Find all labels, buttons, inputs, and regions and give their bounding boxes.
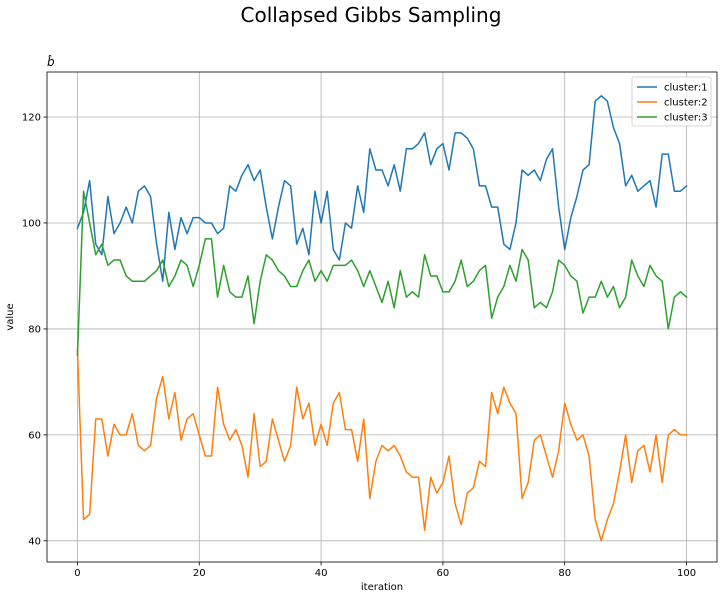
legend-label: cluster:1 [664, 83, 708, 94]
subplot-title: b̂ [47, 55, 55, 69]
legend-label: cluster:2 [664, 98, 708, 109]
plot-area [46, 71, 718, 563]
x-tick-label: 100 [677, 568, 696, 579]
axes-frame [46, 71, 718, 563]
x-axis: 0 20 40 60 80 100 [74, 562, 696, 579]
legend-label: cluster:3 [664, 113, 708, 124]
x-tick-label: 80 [558, 568, 571, 579]
x-axis-label: iteration [361, 582, 403, 593]
y-tick-label: 100 [22, 218, 41, 229]
y-tick-label: 120 [22, 113, 41, 124]
series-line-cluster-2 [76, 349, 688, 542]
x-tick-label: 60 [437, 568, 450, 579]
series-line-cluster-3 [76, 190, 688, 357]
x-tick-label: 20 [193, 568, 206, 579]
series-layer [76, 95, 688, 542]
grid [47, 72, 717, 562]
series-line-cluster-1 [76, 95, 688, 282]
y-tick-label: 80 [28, 324, 41, 335]
y-axis-label: value [5, 303, 16, 330]
x-tick-label: 0 [74, 568, 80, 579]
x-tick-label: 40 [315, 568, 328, 579]
legend: cluster:1 cluster:2 cluster:3 [631, 76, 712, 127]
chart-title: Collapsed Gibbs Sampling [241, 3, 502, 27]
y-tick-label: 40 [28, 536, 41, 547]
y-tick-label: 60 [28, 430, 41, 441]
y-axis: 40 60 80 100 120 [22, 113, 47, 547]
legend-box [631, 76, 712, 127]
plot-background [47, 72, 717, 562]
